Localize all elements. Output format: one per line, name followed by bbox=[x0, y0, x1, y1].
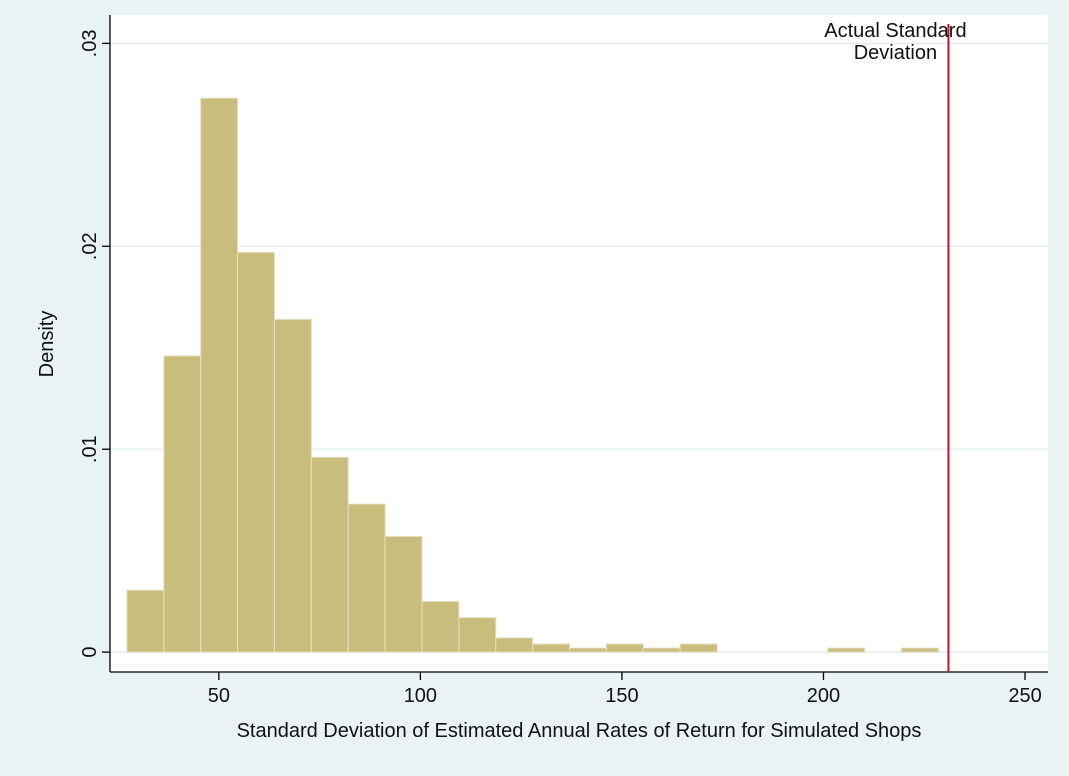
y-tick-label: .01 bbox=[79, 435, 101, 463]
reference-label: Deviation bbox=[854, 42, 937, 64]
bar bbox=[310, 456, 349, 653]
bar bbox=[347, 503, 386, 653]
bar bbox=[458, 617, 497, 653]
bar bbox=[827, 647, 866, 653]
x-tick-label: 50 bbox=[208, 685, 230, 707]
x-tick-label: 250 bbox=[1008, 685, 1041, 707]
x-axis-title: Standard Deviation of Estimated Annual R… bbox=[237, 720, 922, 742]
x-tick-label: 150 bbox=[605, 685, 638, 707]
x-tick-label: 100 bbox=[404, 685, 437, 707]
bar bbox=[126, 589, 165, 653]
y-tick-label: .03 bbox=[79, 30, 101, 58]
bar bbox=[200, 97, 239, 653]
y-tick-label: 0 bbox=[79, 647, 101, 658]
y-tick-label: .02 bbox=[79, 232, 101, 260]
bar bbox=[273, 318, 312, 653]
bar bbox=[605, 643, 644, 653]
bar bbox=[495, 637, 534, 653]
bar bbox=[532, 643, 571, 653]
y-axis-title: Density bbox=[36, 311, 58, 378]
bar bbox=[900, 647, 939, 653]
bar bbox=[569, 647, 607, 653]
reference-label: Actual Standard bbox=[824, 20, 966, 42]
bar bbox=[163, 355, 202, 653]
bar bbox=[642, 647, 681, 653]
bar bbox=[421, 600, 460, 653]
bar bbox=[237, 251, 275, 653]
bar bbox=[384, 535, 423, 653]
bar bbox=[679, 643, 718, 653]
x-tick-label: 200 bbox=[807, 685, 840, 707]
